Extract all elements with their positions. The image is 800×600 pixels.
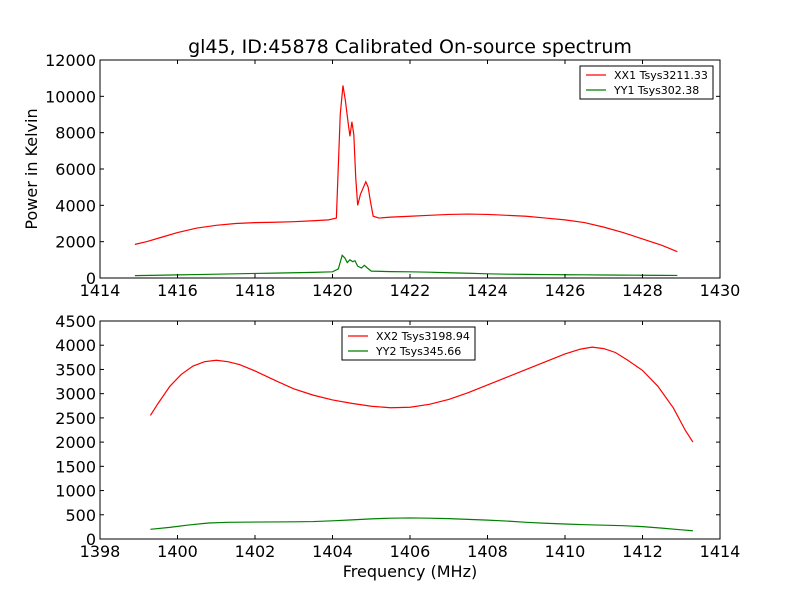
y-tick-label: 0 [86,530,96,549]
series-line-yy1 [134,254,678,277]
y-tick-label: 4500 [55,312,96,331]
x-tick-label: 1430 [700,281,741,300]
x-tick-label: 1404 [312,542,353,561]
x-tick-label: 1406 [390,542,431,561]
x-tick-label: 1418 [235,281,276,300]
y-tick-label: 1000 [55,482,96,501]
bottom-axes-frame [99,320,721,540]
bottom-spectrum-plot: Frequency (MHz) 1398 1400 1402 1404 1406 1408… [55,312,740,581]
y-axis-label: Power in Kelvin [22,108,41,229]
legend-label-xx1: XX1 Tsys3211.33 [614,69,708,82]
top-spectrum-plot: gl45, ID:45878 Calibrated On-source spec… [22,36,740,300]
chart-title: gl45, ID:45878 Calibrated On-source spec… [188,36,632,58]
x-tick-label: 1414 [80,281,121,300]
y-tick-label: 8000 [55,124,96,143]
x-tick-label: 1402 [235,542,276,561]
top-axes-frame [99,59,721,279]
x-tick-label: 1428 [622,281,663,300]
series-line-xx2 [149,346,694,443]
y-tick-label: 4000 [55,336,96,355]
y-tick-label: 10000 [45,87,96,106]
bottom-axis-ticks: 1398 1400 1402 1404 1406 1408 1410 1412 1414 0 500… [55,312,740,561]
top-plot-area [134,85,678,277]
y-tick-label: 0 [86,269,96,288]
y-tick-label: 500 [65,506,96,525]
y-tick-label: 4000 [55,196,96,215]
y-tick-label: 2500 [55,409,96,428]
bottom-plot-area [149,346,694,532]
x-tick-label: 1408 [467,542,508,561]
series-line-yy2 [150,517,693,532]
y-tick-label: 2000 [55,233,96,252]
x-tick-label: 1424 [467,281,508,300]
x-tick-label: 1416 [157,281,198,300]
x-tick-label: 1412 [622,542,663,561]
top-legend: XX1 Tsys3211.33 YY1 Tsys302.38 [579,65,714,100]
series-line-xx1 [134,85,678,253]
x-tick-label: 1400 [157,542,198,561]
y-tick-label: 3000 [55,385,96,404]
x-tick-label: 1426 [545,281,586,300]
y-tick-label: 1500 [55,457,96,476]
y-tick-label: 2000 [55,433,96,452]
x-tick-label: 1414 [700,542,741,561]
x-tick-label: 1398 [80,542,121,561]
x-tick-label: 1420 [312,281,353,300]
x-axis-label: Frequency (MHz) [343,562,477,581]
y-tick-label: 6000 [55,160,96,179]
top-axis-ticks: 1414 1416 1418 1420 1422 1424 1426 1428 1430 0 200… [45,51,740,300]
y-tick-label: 3500 [55,360,96,379]
x-tick-label: 1410 [545,542,586,561]
bottom-legend: XX2 Tsys3198.94 YY2 Tsys345.66 [341,326,476,361]
legend-label-yy1: YY1 Tsys302.38 [613,84,699,97]
y-tick-label: 12000 [45,51,96,70]
legend-label-xx2: XX2 Tsys3198.94 [376,330,470,343]
x-tick-label: 1422 [390,281,431,300]
legend-label-yy2: YY2 Tsys345.66 [375,345,461,358]
